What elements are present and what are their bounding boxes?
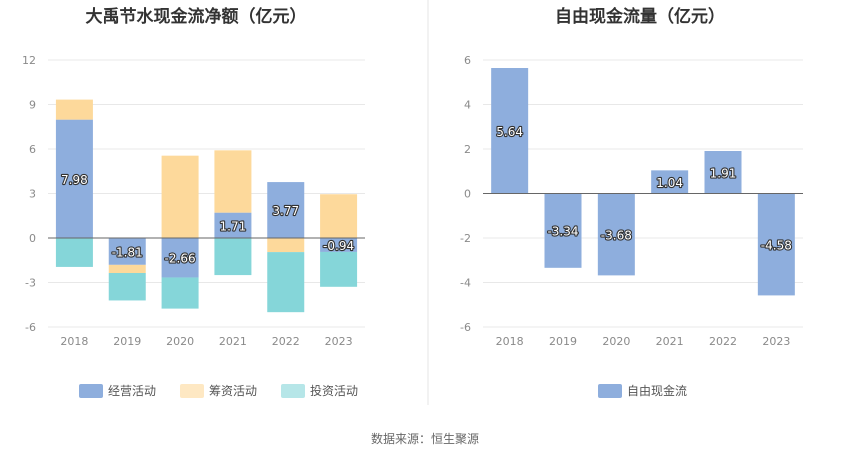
y-tick-label: 9 [29, 99, 36, 112]
y-tick-label: -6 [25, 321, 36, 334]
bar-1 [267, 182, 305, 238]
x-tick-label: 2020 [166, 335, 194, 348]
bar-1 [108, 238, 146, 265]
legend-label: 筹资活动 [209, 384, 257, 398]
legend-label: 投资活动 [310, 383, 358, 398]
bar-2 [267, 238, 305, 253]
bar-3 [267, 252, 305, 313]
legend-label: 自由现金流 [627, 383, 687, 398]
bar-1 [491, 68, 529, 194]
bar-1 [597, 193, 635, 276]
data-label: -3.68 [601, 228, 632, 242]
x-tick-label: 2023 [762, 335, 790, 348]
chart-title-right: 自由现金流量（亿元） [555, 6, 725, 27]
bar-2 [214, 150, 252, 213]
data-label: -0.94 [323, 239, 354, 253]
data-label: 1.71 [220, 219, 247, 233]
y-tick-label: 0 [29, 232, 36, 245]
x-tick-label: 2022 [272, 335, 300, 348]
data-label: 1.91 [710, 166, 737, 180]
data-label: -2.66 [165, 252, 196, 266]
legend-swatch [79, 384, 103, 398]
data-label: 3.77 [272, 204, 299, 218]
bar-2 [161, 155, 199, 238]
bar-1 [757, 193, 795, 296]
x-tick-label: 2023 [325, 335, 353, 348]
legend-swatch [180, 384, 204, 398]
y-tick-label: 12 [22, 54, 36, 67]
y-tick-label: -6 [460, 321, 471, 334]
y-tick-label: 3 [29, 188, 36, 201]
data-label: 1.04 [656, 176, 683, 190]
x-tick-label: 2021 [219, 335, 247, 348]
bar-2 [108, 264, 146, 274]
bar-3 [108, 273, 146, 301]
data-label: 5.64 [496, 125, 523, 139]
x-tick-label: 2022 [709, 335, 737, 348]
bar-3 [55, 238, 93, 267]
cash-flow-net-chart: -6 -3 0 3 6 9 12 2018 2019 2020 2021 2022 2023 7.98 -1… [22, 54, 365, 398]
y-tick-label: -4 [460, 277, 471, 290]
bar-3 [161, 277, 199, 309]
bar-3 [214, 238, 252, 276]
data-source: 数据来源：恒生聚源 [371, 431, 479, 446]
bar-1 [320, 238, 358, 252]
x-tick-label: 2021 [656, 335, 684, 348]
x-tick-label: 2018 [60, 335, 88, 348]
data-label: -1.81 [112, 245, 143, 259]
bar-2 [320, 194, 358, 238]
x-tick-label: 2019 [113, 335, 141, 348]
bar-1 [214, 212, 252, 238]
y-tick-label: 0 [464, 188, 471, 201]
bar-2 [55, 99, 93, 120]
bar-1 [161, 238, 199, 278]
data-label: 7.98 [61, 173, 88, 187]
legend-swatch [598, 384, 622, 398]
y-tick-label: -3 [25, 277, 36, 290]
data-label: -4.58 [761, 238, 792, 252]
bar-3 [320, 251, 358, 287]
x-tick-label: 2020 [602, 335, 630, 348]
chart-title-left: 大禹节水现金流净额（亿元） [86, 6, 307, 27]
x-tick-label: 2019 [549, 335, 577, 348]
y-tick-label: -2 [460, 232, 471, 245]
bar-1 [704, 151, 742, 194]
y-tick-label: 6 [29, 143, 36, 156]
data-label: -3.34 [547, 225, 578, 239]
legend-swatch [281, 384, 305, 398]
y-tick-label: 6 [464, 54, 471, 67]
x-tick-label: 2018 [496, 335, 524, 348]
legend-label: 经营活动 [108, 384, 156, 398]
y-tick-label: 4 [464, 99, 471, 112]
bar-1 [651, 170, 689, 194]
y-tick-label: 2 [464, 143, 471, 156]
bar-1 [55, 119, 93, 238]
bar-1 [544, 193, 582, 268]
free-cash-flow-chart: -6 -4 -2 0 2 4 6 2018 2019 2020 2021 2022 2023 5.64 -3… [460, 54, 803, 398]
